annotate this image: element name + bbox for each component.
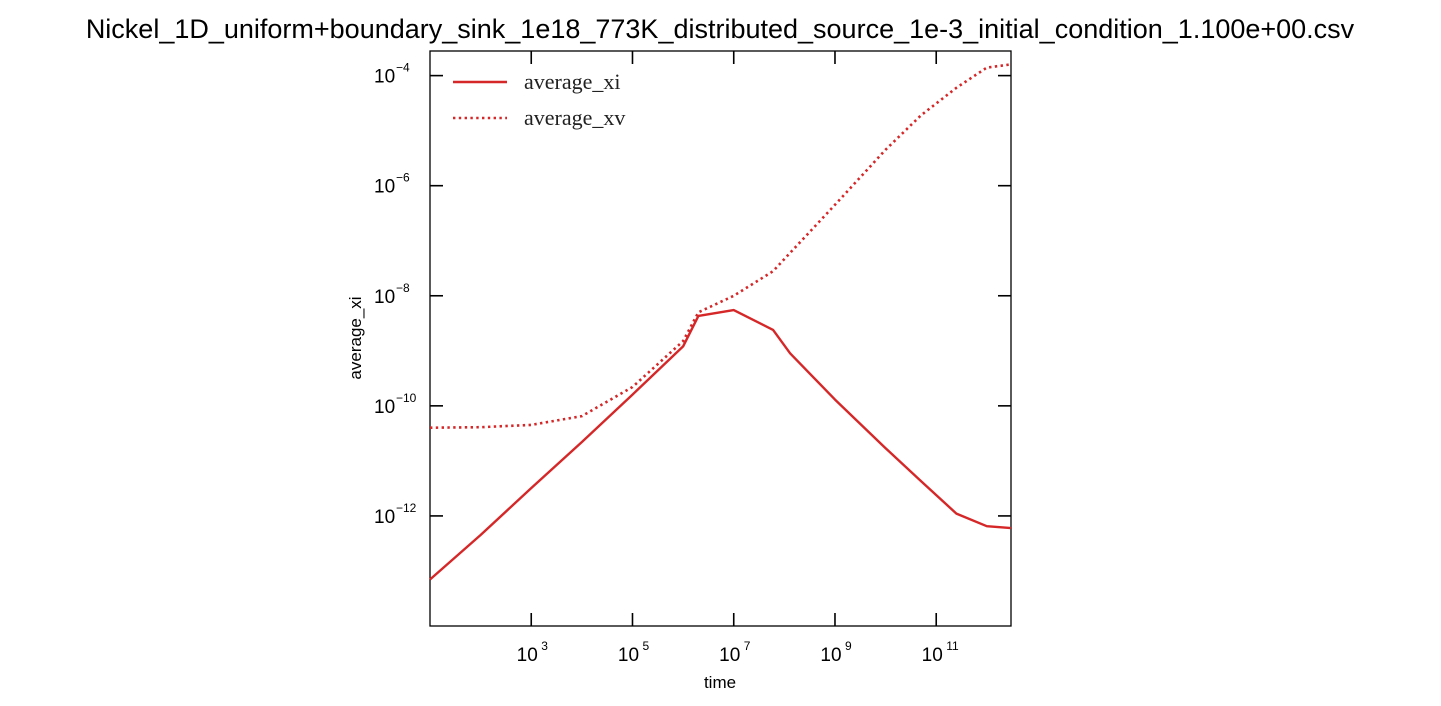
plot-frame [429, 50, 1012, 627]
x-tick-label-exponent: 11 [946, 639, 959, 653]
series-layer [429, 63, 1012, 581]
y-tick-label-exponent: −4 [396, 61, 410, 75]
y-axis-label: average_xi [346, 296, 365, 379]
series-line-average-xv [429, 63, 1012, 429]
x-tick-label: 10 [719, 645, 740, 666]
x-tick-label-exponent: 5 [642, 639, 649, 653]
y-tick-label: 10 [374, 67, 395, 88]
y-tick-label-exponent: −8 [396, 281, 410, 295]
legend-label: average_xi [524, 69, 621, 94]
chart-title: Nickel_1D_uniform+boundary_sink_1e18_773… [86, 14, 1355, 44]
x-tick-label: 10 [517, 645, 538, 666]
y-tick-label-exponent: −12 [396, 501, 417, 515]
y-tick-label: 10 [374, 507, 395, 528]
y-tick-label-exponent: −6 [396, 171, 410, 185]
y-tick-label: 10 [374, 287, 395, 308]
series-line-average-xi [429, 308, 1012, 581]
x-tick-label-exponent: 9 [845, 639, 852, 653]
legend: average_xi average_xv [453, 69, 625, 130]
x-tick-label: 10 [820, 645, 841, 666]
x-tick-label: 10 [922, 645, 943, 666]
x-tick-label: 10 [618, 645, 639, 666]
legend-label: average_xv [524, 105, 625, 130]
x-axis-label: time [704, 673, 736, 692]
y-tick-label: 10 [374, 397, 395, 418]
x-tick-label-exponent: 7 [744, 639, 751, 653]
x-tick-label-exponent: 3 [541, 639, 548, 653]
y-tick-label: 10 [374, 177, 395, 198]
y-tick-label-exponent: −10 [396, 391, 417, 405]
